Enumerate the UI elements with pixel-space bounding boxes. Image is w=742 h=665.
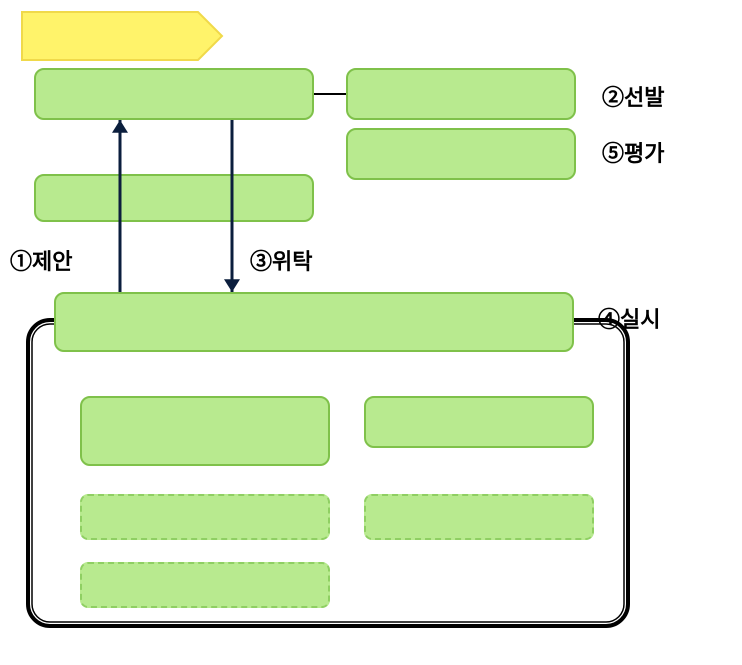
diagram-stage: ①제안 ②선발 ③위탁 ④실시 ⑤평가: [0, 0, 742, 665]
label-evaluate: ⑤평가: [602, 136, 664, 168]
label-entrust: ③위탁: [250, 244, 312, 276]
label-selection: ②선발: [602, 80, 664, 112]
label-proposal: ①제안: [10, 244, 72, 276]
label-execute: ④실시: [598, 302, 660, 334]
